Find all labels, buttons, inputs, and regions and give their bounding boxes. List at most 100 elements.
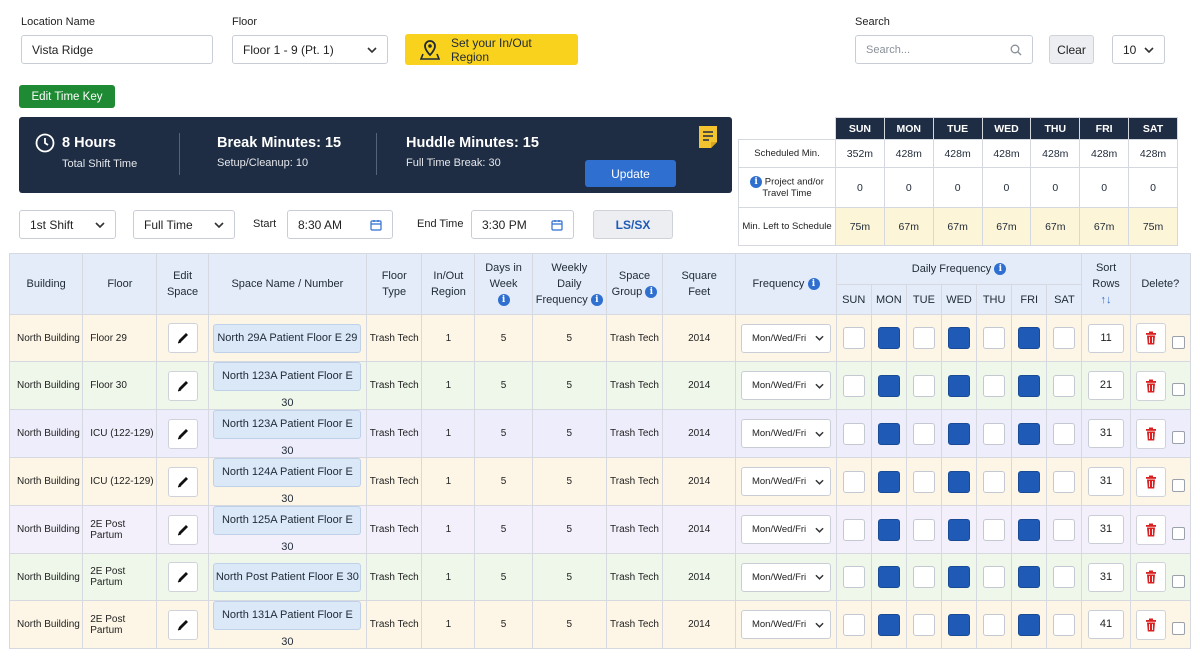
space-name[interactable]: North 29A Patient Floor E 29: [213, 323, 362, 353]
delete-checkbox[interactable]: [1171, 335, 1185, 349]
delete-button[interactable]: [1135, 562, 1166, 592]
edit-space-button[interactable]: [167, 370, 198, 401]
edit-space-button[interactable]: [167, 418, 198, 449]
day-checkbox[interactable]: [1018, 613, 1041, 636]
location-input[interactable]: Vista Ridge: [21, 35, 213, 64]
sort-order-input[interactable]: 31: [1088, 562, 1125, 592]
space-name[interactable]: North Post Patient Floor E 30: [213, 562, 362, 592]
day-checkbox[interactable]: [912, 566, 935, 588]
info-icon[interactable]: i: [590, 294, 603, 307]
day-checkbox[interactable]: [912, 613, 935, 636]
floor-select[interactable]: Floor 1 - 9 (Pt. 1): [232, 35, 388, 64]
start-time-input[interactable]: 8:30 AM: [287, 210, 393, 239]
day-checkbox[interactable]: [1018, 374, 1041, 397]
delete-button[interactable]: [1135, 323, 1166, 353]
delete-checkbox[interactable]: [1171, 479, 1185, 493]
day-checkbox[interactable]: [877, 470, 900, 493]
day-checkbox[interactable]: [1053, 566, 1076, 588]
col-sort-rows[interactable]: Sort Rows ↑↓: [1081, 253, 1131, 315]
delete-checkbox[interactable]: [1171, 622, 1185, 636]
day-checkbox[interactable]: [877, 518, 900, 541]
frequency-select[interactable]: Mon/Wed/Fri: [740, 610, 831, 639]
day-checkbox[interactable]: [948, 518, 971, 541]
day-checkbox[interactable]: [948, 374, 971, 397]
day-checkbox[interactable]: [912, 470, 935, 493]
sort-order-input[interactable]: 31: [1088, 467, 1125, 496]
day-checkbox[interactable]: [877, 613, 900, 636]
calendar-icon[interactable]: [551, 219, 563, 231]
day-checkbox[interactable]: [842, 518, 865, 541]
day-checkbox[interactable]: [1053, 327, 1076, 349]
day-checkbox[interactable]: [877, 374, 900, 397]
sort-order-input[interactable]: 41: [1088, 610, 1125, 639]
day-checkbox[interactable]: [983, 613, 1006, 636]
frequency-select[interactable]: Mon/Wed/Fri: [740, 467, 831, 496]
set-region-button[interactable]: Set your In/Out Region: [405, 34, 578, 65]
day-checkbox[interactable]: [983, 518, 1006, 541]
day-checkbox[interactable]: [912, 374, 935, 397]
employment-type-select[interactable]: Full Time: [133, 210, 235, 239]
day-checkbox[interactable]: [948, 613, 971, 636]
day-checkbox[interactable]: [1053, 422, 1076, 445]
day-checkbox[interactable]: [842, 422, 865, 445]
day-checkbox[interactable]: [948, 327, 971, 349]
delete-button[interactable]: [1135, 609, 1166, 640]
day-checkbox[interactable]: [877, 327, 900, 349]
ls-sx-button[interactable]: LS/SX: [593, 210, 673, 239]
edit-space-button[interactable]: [167, 466, 198, 497]
frequency-select[interactable]: Mon/Wed/Fri: [740, 419, 831, 448]
day-checkbox[interactable]: [877, 566, 900, 588]
shift-select[interactable]: 1st Shift: [19, 210, 116, 239]
calendar-icon[interactable]: [370, 219, 382, 231]
day-checkbox[interactable]: [1018, 518, 1041, 541]
day-checkbox[interactable]: [1053, 374, 1076, 397]
delete-checkbox[interactable]: [1171, 527, 1185, 541]
info-icon[interactable]: i: [497, 294, 510, 307]
edit-time-key-button[interactable]: Edit Time Key: [19, 85, 115, 108]
day-checkbox[interactable]: [912, 518, 935, 541]
clear-button[interactable]: Clear: [1049, 35, 1094, 64]
space-name[interactable]: North 123A Patient Floor E 30: [213, 410, 362, 457]
day-checkbox[interactable]: [983, 470, 1006, 493]
day-checkbox[interactable]: [877, 422, 900, 445]
day-checkbox[interactable]: [1053, 613, 1076, 636]
day-checkbox[interactable]: [1018, 422, 1041, 445]
day-checkbox[interactable]: [912, 422, 935, 445]
day-checkbox[interactable]: [948, 422, 971, 445]
space-name[interactable]: North 124A Patient Floor E 30: [213, 458, 362, 505]
day-checkbox[interactable]: [983, 374, 1006, 397]
delete-checkbox[interactable]: [1171, 383, 1185, 397]
search-input[interactable]: Search...: [855, 35, 1033, 64]
day-checkbox[interactable]: [842, 613, 865, 636]
delete-checkbox[interactable]: [1171, 574, 1185, 588]
end-time-input[interactable]: 3:30 PM: [471, 210, 574, 239]
space-name[interactable]: North 123A Patient Floor E 30: [213, 362, 362, 409]
sort-order-input[interactable]: 31: [1088, 419, 1125, 448]
delete-button[interactable]: [1135, 370, 1166, 401]
frequency-select[interactable]: Mon/Wed/Fri: [740, 371, 831, 400]
day-checkbox[interactable]: [983, 327, 1006, 349]
sort-order-input[interactable]: 11: [1088, 323, 1125, 353]
day-checkbox[interactable]: [842, 470, 865, 493]
edit-space-button[interactable]: [167, 562, 198, 592]
frequency-select[interactable]: Mon/Wed/Fri: [740, 323, 831, 353]
day-checkbox[interactable]: [948, 470, 971, 493]
frequency-select[interactable]: Mon/Wed/Fri: [740, 562, 831, 592]
sort-order-input[interactable]: 21: [1088, 371, 1125, 400]
day-checkbox[interactable]: [948, 566, 971, 588]
day-checkbox[interactable]: [1053, 518, 1076, 541]
day-checkbox[interactable]: [912, 327, 935, 349]
edit-space-button[interactable]: [167, 609, 198, 640]
note-icon[interactable]: [697, 124, 719, 153]
delete-button[interactable]: [1135, 466, 1166, 497]
day-checkbox[interactable]: [1018, 327, 1041, 349]
edit-space-button[interactable]: [167, 514, 198, 545]
info-icon[interactable]: i: [750, 176, 763, 188]
info-icon[interactable]: i: [807, 278, 820, 291]
info-icon[interactable]: i: [994, 263, 1007, 276]
day-checkbox[interactable]: [1018, 470, 1041, 493]
day-checkbox[interactable]: [983, 422, 1006, 445]
space-name[interactable]: North 125A Patient Floor E 30: [213, 506, 362, 553]
space-name[interactable]: North 131A Patient Floor E 30: [213, 601, 362, 648]
day-checkbox[interactable]: [983, 566, 1006, 588]
